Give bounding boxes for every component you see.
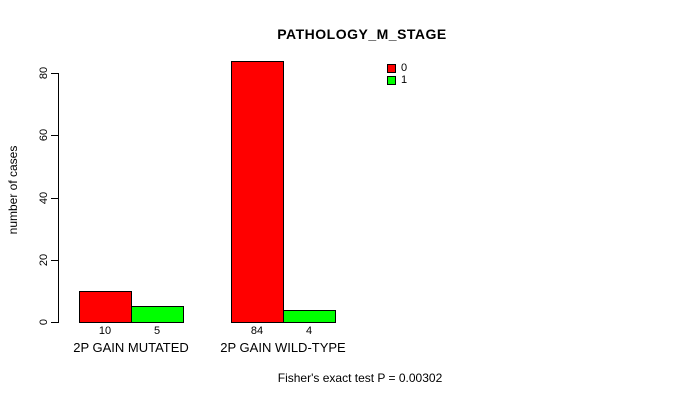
y-tick-mark bbox=[51, 260, 58, 261]
category-label: 2P GAIN MUTATED bbox=[73, 340, 189, 355]
bar-1-2 bbox=[283, 310, 336, 323]
bar-value-label: 4 bbox=[305, 325, 313, 337]
y-tick-label: 80 bbox=[38, 66, 50, 80]
bar-value-label: 10 bbox=[98, 325, 112, 337]
y-tick-label: 0 bbox=[38, 318, 50, 326]
y-axis-line bbox=[58, 73, 59, 323]
bar-0-2 bbox=[231, 61, 284, 323]
legend-row: 1 bbox=[387, 75, 407, 86]
bar-0-1 bbox=[79, 291, 132, 323]
y-tick-mark bbox=[51, 135, 58, 136]
legend-row: 0 bbox=[387, 63, 407, 74]
category-label: 2P GAIN WILD-TYPE bbox=[220, 340, 346, 355]
legend-label: 1 bbox=[401, 74, 408, 86]
y-axis-title: number of cases bbox=[6, 145, 20, 235]
annotation-text: Fisher's exact test P = 0.00302 bbox=[277, 371, 443, 385]
y-tick-mark bbox=[51, 322, 58, 323]
legend-swatch-icon bbox=[387, 76, 396, 85]
bar-1-1 bbox=[131, 306, 184, 323]
bar-value-label: 5 bbox=[153, 325, 161, 337]
legend-swatch-icon bbox=[387, 64, 396, 73]
chart-title: PATHOLOGY_M_STAGE bbox=[277, 26, 447, 42]
y-tick-mark bbox=[51, 198, 58, 199]
y-tick-mark bbox=[51, 73, 58, 74]
y-tick-label: 60 bbox=[38, 128, 50, 142]
y-tick-label: 20 bbox=[38, 253, 50, 267]
bar-value-label: 84 bbox=[250, 325, 264, 337]
legend-label: 0 bbox=[401, 62, 408, 74]
y-tick-label: 40 bbox=[38, 191, 50, 205]
